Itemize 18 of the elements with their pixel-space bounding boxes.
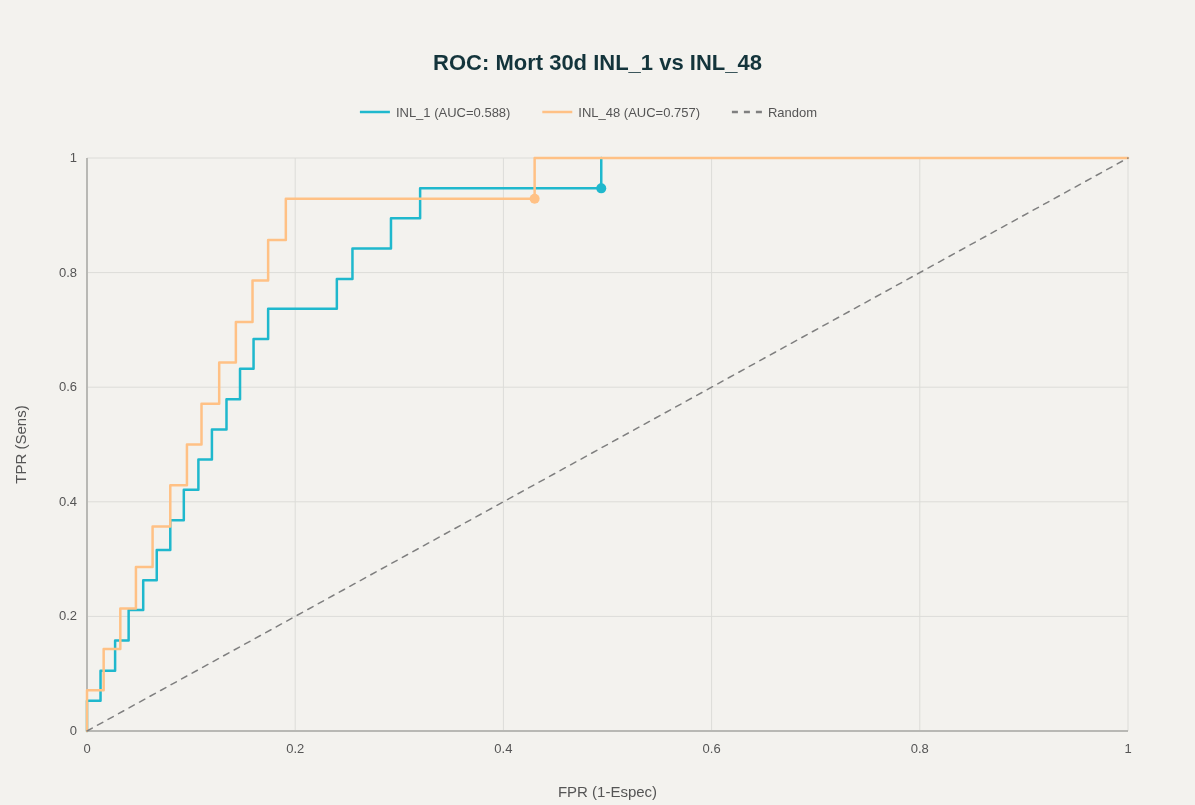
x-tick-label: 0.4 xyxy=(494,741,513,756)
y-tick-label: 1 xyxy=(69,150,77,165)
x-tick-label: 0 xyxy=(83,741,91,756)
legend-label: Random xyxy=(767,105,818,120)
x-tick-label: 0.2 xyxy=(286,741,305,756)
y-tick-label: 0.2 xyxy=(58,608,77,624)
y-tick-label: 0.8 xyxy=(58,264,77,280)
legend-label: INL_1 (AUC=0.588) xyxy=(395,105,511,120)
chart-title: ROC: Mort 30d INL_1 vs INL_48 xyxy=(433,50,762,75)
y-tick-label: 0 xyxy=(69,723,77,738)
y-axis-title: TPR (Sens) xyxy=(12,405,29,484)
y-tick-label: 0.6 xyxy=(58,379,77,395)
y-tick-label: 0.4 xyxy=(58,493,77,509)
x-tick-label: 0.6 xyxy=(702,741,721,756)
x-axis-title: FPR (1-Espec) xyxy=(557,783,658,800)
x-tick-label: 0.8 xyxy=(910,741,929,756)
legend-label: INL_48 (AUC=0.757) xyxy=(578,105,701,120)
x-tick-label: 1 xyxy=(1124,741,1132,756)
